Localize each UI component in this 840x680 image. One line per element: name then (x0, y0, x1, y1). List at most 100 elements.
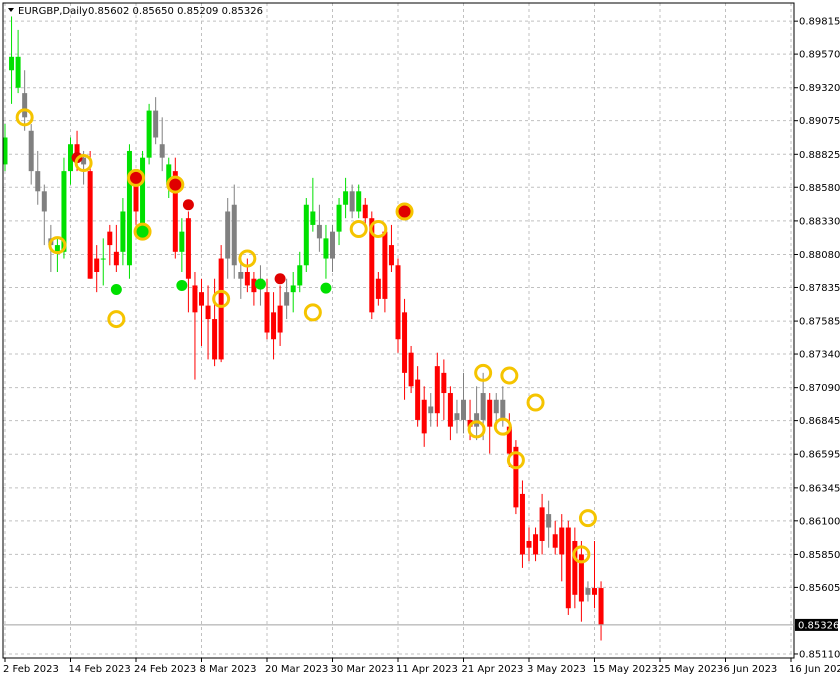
signal-ring-marker (506, 451, 525, 470)
candle-body (271, 312, 277, 340)
candle-body (546, 514, 552, 528)
signal-green-dot (254, 278, 266, 290)
candle-body (61, 171, 67, 252)
signal-ring-marker (212, 289, 231, 308)
candle (434, 352, 440, 427)
current-price-label: 0.85326 (798, 620, 839, 631)
candle (166, 157, 172, 199)
candle-body (323, 238, 329, 259)
price-tick-label: 0.89075 (799, 116, 840, 127)
ohlc-label: 0.85602 0.85650 0.85209 0.85326 (88, 6, 263, 17)
candle (598, 581, 604, 641)
signal-ring-red-marker (395, 202, 414, 221)
candle (231, 184, 237, 279)
candle (126, 144, 132, 279)
time-tick-label: 25 May 2023 (658, 664, 723, 675)
candle (356, 184, 362, 219)
price-tick-label: 0.85850 (799, 550, 840, 561)
signal-ring-marker (572, 545, 591, 564)
candle-body (264, 292, 270, 333)
candle-body (310, 211, 316, 225)
candle (447, 386, 453, 441)
candle (336, 198, 342, 246)
candle-body (41, 191, 47, 212)
candle-body (218, 258, 224, 360)
signal-ring-red-marker (127, 168, 145, 187)
candle-body (454, 413, 460, 420)
candle (159, 117, 165, 172)
signal-ring-marker (526, 393, 545, 412)
signal-ring-marker (48, 236, 67, 255)
signal-ring-marker (467, 420, 486, 439)
candle (146, 103, 152, 165)
candle-body (303, 204, 309, 266)
candle (362, 198, 368, 225)
time-tick-label: 20 Mar 2023 (265, 664, 328, 675)
candle-body (133, 177, 139, 212)
candle (225, 198, 231, 279)
candle-body (231, 204, 237, 266)
grid-lines (3, 3, 794, 658)
candle (107, 224, 113, 266)
candle-body (120, 211, 126, 252)
signal-ring-green-marker (133, 222, 152, 241)
candle-body (54, 245, 60, 252)
candle-body (336, 204, 342, 232)
candle-body (474, 413, 480, 427)
dropdown-triangle-icon[interactable] (8, 8, 14, 12)
candle (539, 493, 545, 555)
time-tick-label: 16 Jun 2023 (789, 664, 840, 675)
candle-body (356, 191, 362, 212)
candle (244, 258, 250, 293)
candle-body (192, 285, 198, 313)
candle (297, 251, 303, 293)
price-axis: 0.89815 0.89570 0.89320 0.89075 0.88825 0.885… (794, 17, 840, 660)
candle-body (428, 406, 434, 414)
current-price-box (795, 618, 838, 631)
candle-body (15, 56, 21, 88)
candle (277, 285, 283, 346)
time-tick-label: 14 Feb 2023 (69, 664, 131, 675)
signal-green-dot (176, 279, 188, 291)
signal-green-dot (320, 282, 332, 294)
signal-markers-layer (15, 108, 597, 564)
candles-layer (2, 16, 604, 641)
signal-ring-marker (15, 108, 34, 127)
candle-body (9, 56, 15, 71)
signal-ring-marker (303, 303, 322, 322)
candle (15, 29, 21, 94)
candle (218, 245, 224, 363)
candle-body (94, 258, 100, 272)
candle (185, 211, 191, 313)
candle-body (526, 540, 532, 548)
candle (179, 218, 185, 272)
candle-body (343, 191, 349, 205)
price-tick-label: 0.86345 (799, 483, 840, 494)
signal-ring-marker (578, 509, 597, 528)
candle (428, 393, 434, 427)
candle (192, 271, 198, 380)
candle (316, 204, 322, 252)
candle-body (2, 137, 8, 165)
time-tick-label: 21 Apr 2023 (462, 664, 524, 675)
candle (330, 224, 335, 272)
price-tick-label: 0.85110 (799, 649, 840, 660)
candle-body (74, 144, 80, 158)
candle-body (592, 588, 597, 595)
time-axis: 2 Feb 2023 14 Feb 2023 24 Feb 2023 8 Mar 20… (3, 658, 840, 675)
candle (68, 137, 73, 185)
candle (559, 514, 565, 582)
time-tick-label: 2 Feb 2023 (3, 664, 59, 675)
candle (388, 224, 394, 272)
candle-body (585, 588, 591, 595)
current-price-indicator: 0.85326 (3, 618, 839, 631)
candle (461, 372, 466, 434)
candle (441, 359, 447, 420)
candle-body (297, 265, 303, 286)
candle (9, 16, 15, 104)
candle-body (349, 191, 355, 212)
candle-body (35, 171, 41, 192)
time-tick-label: 15 May 2023 (593, 664, 658, 675)
candle-body (166, 164, 172, 185)
